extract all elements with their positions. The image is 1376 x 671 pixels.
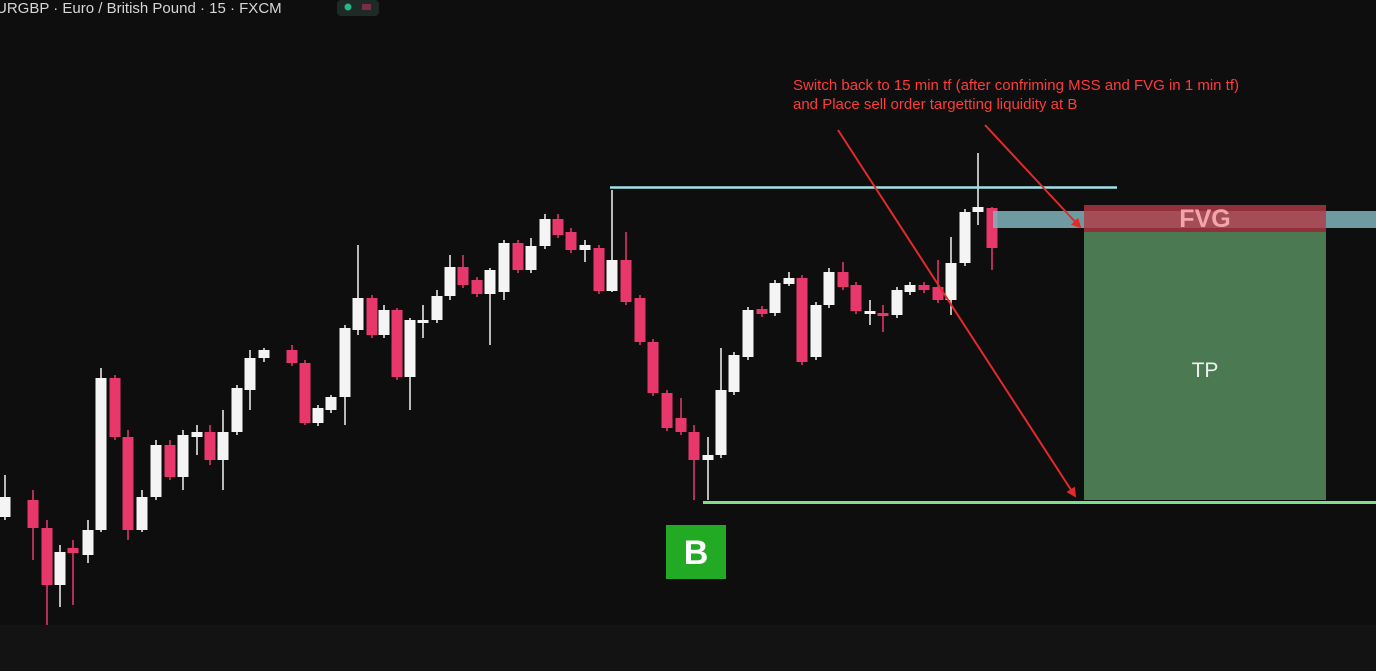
candle-body: [498, 243, 510, 292]
candle-body: [0, 497, 11, 517]
candle-body: [647, 342, 659, 393]
candle-body: [109, 378, 121, 437]
candle-body: [959, 212, 971, 263]
fvg-label: FVG: [1179, 205, 1230, 233]
candle-body: [796, 278, 808, 362]
candle-body: [579, 245, 591, 250]
candle-body: [258, 350, 270, 358]
candle-body: [932, 287, 944, 300]
status-dot: [344, 3, 352, 11]
candle-body: [593, 248, 605, 291]
candle-body: [620, 260, 632, 302]
candle-body: [378, 310, 390, 335]
tp-label: TP: [1192, 359, 1219, 382]
candle-body: [904, 285, 916, 292]
candle-body: [217, 432, 229, 460]
candle-body: [661, 393, 673, 428]
candle-body: [972, 207, 984, 212]
arrow: [984, 124, 1082, 229]
candle-body: [417, 320, 429, 323]
candle-body: [675, 418, 687, 432]
candle-body: [82, 530, 94, 555]
candle-body: [312, 408, 324, 423]
candle-body: [945, 263, 957, 300]
candle-body: [299, 363, 311, 423]
tp-box: [1084, 232, 1326, 500]
status-pill: [337, 0, 379, 16]
candle-body: [366, 298, 378, 335]
candle-body: [850, 285, 862, 311]
candle-body: [756, 309, 768, 314]
candle-body: [565, 232, 577, 250]
candle-body: [606, 260, 618, 291]
candle-body: [986, 208, 998, 248]
candle-body: [352, 298, 364, 330]
candle-body: [918, 285, 930, 290]
candle-body: [539, 219, 551, 246]
candle-body: [877, 313, 889, 316]
candle-body: [891, 290, 903, 315]
candle-body: [41, 528, 53, 585]
candle-body: [457, 267, 469, 285]
arrow: [837, 129, 1077, 498]
candle-body: [715, 390, 727, 455]
candle-body: [325, 397, 337, 410]
candle-body: [204, 432, 216, 460]
candle-body: [67, 548, 79, 553]
candle-body: [512, 243, 524, 270]
candle-body: [444, 267, 456, 296]
candle-body: [769, 283, 781, 313]
candle-body: [688, 432, 700, 460]
candle-body: [810, 305, 822, 357]
candle-body: [484, 270, 496, 294]
candle-body: [231, 388, 243, 432]
candle-body: [27, 500, 39, 528]
candle-body: [431, 296, 443, 320]
candle-body: [552, 219, 564, 235]
candle-body: [702, 455, 714, 460]
status-icon: [362, 4, 371, 10]
marker-box: [666, 525, 726, 579]
candle-body: [339, 328, 351, 397]
annotation-line: Switch back to 15 min tf (after confrimi…: [793, 77, 1239, 94]
annotation-line: and Place sell order targetting liquidit…: [793, 96, 1077, 113]
candle-body: [471, 280, 483, 294]
candle-body: [742, 310, 754, 357]
candle-body: [177, 435, 189, 477]
candle-body: [164, 445, 176, 477]
candle-body: [837, 272, 849, 287]
bottom-band: [0, 625, 1376, 671]
candle-body: [728, 355, 740, 392]
candle-body: [136, 497, 148, 530]
candle-body: [286, 350, 298, 363]
candle-body: [191, 432, 203, 437]
symbol-title: URGBP · Euro / British Pound · 15 · FXCM: [0, 0, 282, 17]
candle-body: [391, 310, 403, 377]
candle-body: [122, 437, 134, 530]
candle-body: [404, 320, 416, 377]
candle-body: [823, 272, 835, 305]
candle-body: [864, 311, 876, 314]
candle-body: [54, 552, 66, 585]
candle-body: [634, 298, 646, 342]
candle-body: [244, 358, 256, 390]
candle-body: [95, 378, 107, 530]
candles: [0, 153, 998, 625]
marker-label: B: [684, 534, 709, 572]
fvg-box: [1084, 205, 1326, 232]
candle-body: [150, 445, 162, 497]
candle-body: [525, 246, 537, 270]
candle-body: [783, 278, 795, 284]
